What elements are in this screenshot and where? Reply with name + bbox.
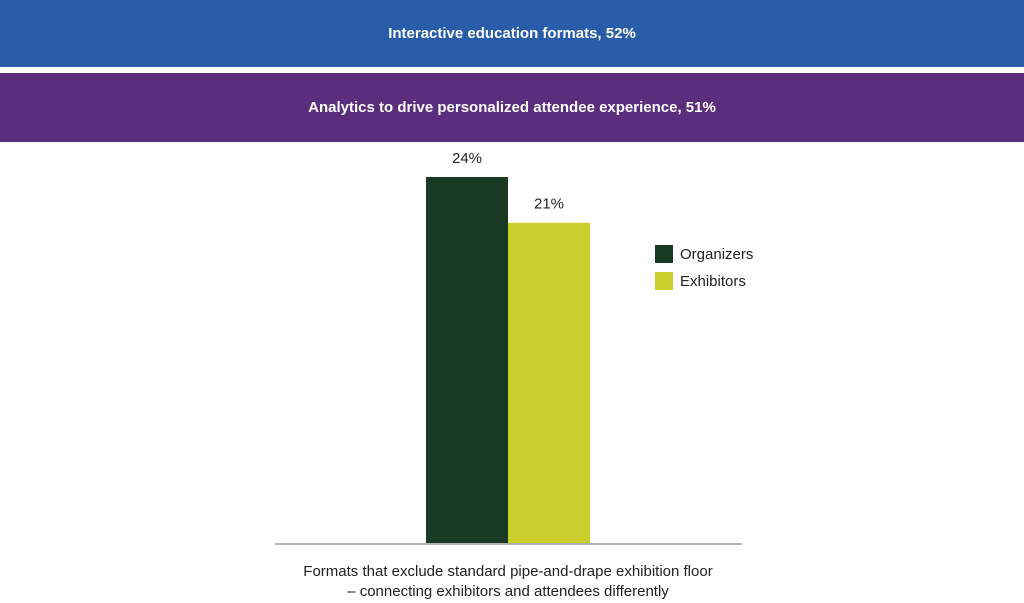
legend-label: Organizers bbox=[680, 246, 753, 263]
bar bbox=[426, 177, 508, 543]
legend-swatch bbox=[655, 245, 673, 263]
banner: Interactive education formats, 52% bbox=[0, 0, 1024, 67]
data-label: 21% bbox=[534, 196, 564, 213]
legend-label: Exhibitors bbox=[680, 273, 746, 290]
legend-swatch bbox=[655, 272, 673, 290]
banner: Analytics to drive personalized attendee… bbox=[0, 73, 1024, 142]
bar bbox=[508, 222, 590, 543]
data-label: 24% bbox=[452, 150, 482, 167]
x-tick-label: Formats that exclude standard pipe-and-d… bbox=[303, 563, 713, 600]
